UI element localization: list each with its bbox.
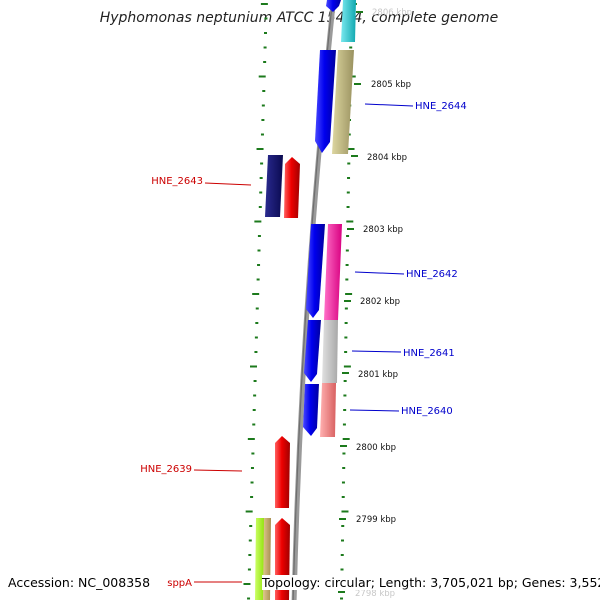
gene-label-hne2643[interactable]: HNE_2643	[151, 176, 203, 187]
scale-label: 2801 kbp	[358, 370, 398, 380]
topology-label: Topology: circular; Length: 3,705,021 bp…	[262, 575, 600, 590]
cds-arrow-hne2641	[304, 320, 321, 382]
cds-arrow-hne2644	[315, 50, 336, 153]
scale-label: 2806 kbp	[372, 8, 412, 18]
scale-label: 2805 kbp	[371, 80, 411, 90]
gene-label-hne2639[interactable]: HNE_2639	[140, 464, 192, 475]
cds-arrow-top-blue	[326, 0, 341, 12]
scale-label: 2802 kbp	[360, 297, 400, 307]
scale-label: 2800 kbp	[356, 443, 396, 453]
gene-labels: HNE_2644 HNE_2643 HNE_2642 HNE_2641 HNE_…	[140, 101, 467, 589]
gene-label-hne2642[interactable]: HNE_2642	[406, 269, 458, 280]
map-title: Hyphomonas neptunium ATCC 15444, complet…	[100, 10, 499, 26]
gene-label-hne2644[interactable]: HNE_2644	[415, 101, 467, 112]
orf-salmon-segment	[320, 383, 336, 437]
leader-line	[364, 103, 414, 107]
orf-track	[320, 0, 356, 437]
inner-tick-ring	[243, 3, 268, 600]
gene-label-sppa[interactable]: sppA	[167, 578, 192, 589]
gene-label-hne2640[interactable]: HNE_2640	[401, 406, 453, 417]
reverse-cds-track	[255, 155, 300, 600]
cds-arrow-hne2640	[303, 384, 319, 436]
cds-arrow-hne2642	[306, 224, 325, 318]
accession-label: Accession: NC_008358	[8, 575, 151, 590]
leader-line	[349, 409, 400, 412]
leader-line	[193, 469, 243, 472]
orf-olive-segment	[332, 50, 354, 154]
leader-line	[204, 182, 252, 186]
scale-label: 2799 kbp	[356, 515, 396, 525]
orf-pink-segment	[324, 224, 342, 320]
cds-arrow-hne2643	[284, 157, 300, 218]
cds-block-hne2643-dark	[265, 155, 283, 217]
orf-gray-segment	[322, 320, 338, 383]
leader-line	[354, 271, 405, 275]
scale-label: 2803 kbp	[363, 225, 403, 235]
gene-label-hne2641[interactable]: HNE_2641	[403, 348, 455, 359]
scale-label: 2798 kbp	[355, 589, 395, 599]
scale-axis: 2806 kbp 2805 kbp 2804 kbp 2803 kbp 2802…	[338, 8, 412, 599]
cds-arrow-hne2639	[275, 436, 290, 508]
orf-teal-segment	[341, 0, 356, 42]
scale-label: 2804 kbp	[367, 153, 407, 163]
leader-line	[351, 350, 402, 353]
forward-cds-track	[303, 0, 341, 436]
